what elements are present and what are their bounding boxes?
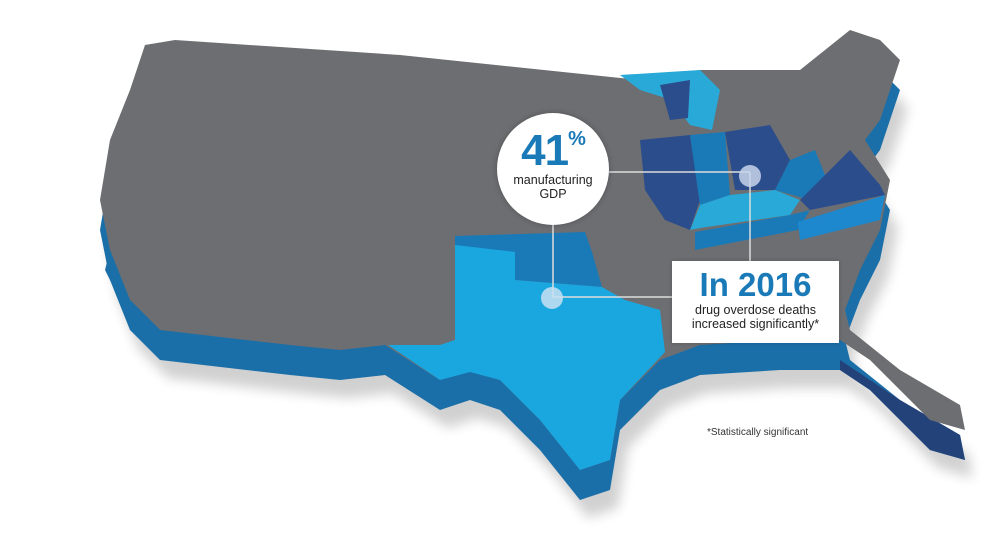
gdp-label-line2: GDP bbox=[539, 187, 567, 201]
gdp-value: 41 bbox=[521, 126, 569, 175]
state-texas bbox=[388, 245, 665, 470]
state-virginia bbox=[800, 150, 885, 210]
overdose-line2: increased significantly* bbox=[691, 317, 820, 331]
state-north-carolina bbox=[798, 195, 885, 240]
state-oklahoma bbox=[455, 232, 602, 287]
marker-dot-midwest bbox=[739, 165, 761, 187]
gdp-percent: 41% bbox=[497, 129, 609, 173]
state-illinois bbox=[640, 135, 700, 230]
footnote: *Statistically significant bbox=[707, 427, 809, 438]
state-michigan bbox=[620, 70, 720, 130]
west-coast-face bbox=[105, 250, 165, 355]
overdose-line1: drug overdose deaths bbox=[695, 303, 816, 317]
state-indiana bbox=[690, 132, 730, 205]
state-wisconsin bbox=[660, 80, 690, 120]
gdp-label-line1: manufacturing bbox=[513, 173, 593, 187]
state-tennessee bbox=[695, 210, 810, 250]
state-kentucky bbox=[690, 190, 800, 230]
southeast-extrusion bbox=[840, 360, 965, 460]
overdose-year: In 2016 bbox=[699, 266, 812, 303]
marker-dot-texas bbox=[541, 287, 563, 309]
gdp-unit: % bbox=[568, 128, 586, 150]
manufacturing-gdp-callout: 41% manufacturing GDP bbox=[497, 113, 609, 225]
overdose-callout: In 2016 drug overdose deaths increased s… bbox=[672, 261, 839, 343]
